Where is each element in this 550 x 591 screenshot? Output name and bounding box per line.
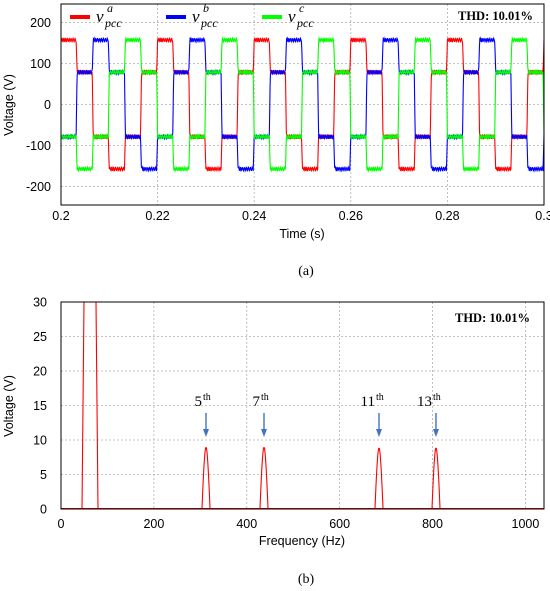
y-tick-label: 0 [40,503,47,517]
x-tick-labels: 0.2 0.22 0.24 0.26 0.28 0.3 [52,209,550,223]
harmonic-arrow-head [433,429,439,437]
harmonic-peak-5 [201,447,211,509]
harmonic-label-superscript: th [376,392,384,403]
y-tick-label: 10 [33,434,47,448]
y-axis-label: Voltage (V) [2,375,16,437]
legend-subscript: pcc [296,16,314,30]
plot-frame [60,3,545,206]
harmonic-peak-13 [431,447,441,509]
legend-superscript: a [107,1,113,15]
x-axis-label: Time (s) [279,227,324,241]
legend-label-b: v [192,7,200,26]
panel-caption: (a) [298,264,314,279]
series-group [60,36,545,173]
harmonic-label-superscript: th [203,392,211,403]
legend-swatch-c [262,15,282,19]
series-line-a [60,37,545,172]
y-tick-label: 200 [30,16,51,30]
harmonic-label-5: 5 [195,394,203,410]
harmonic-label-superscript: th [433,392,441,403]
harmonic-arrow-head [376,429,382,437]
y-tick-label: 15 [33,399,47,413]
legend-subscript: pcc [104,16,122,30]
x-tick-labels: 0 200 400 600 800 1000 [58,517,540,531]
harmonic-label-11: 11 [361,394,375,410]
legend-superscript: c [299,1,305,15]
x-tick-label: 0.28 [435,209,459,223]
x-tick-label: 200 [143,517,164,531]
y-tick-label: 0 [44,98,51,112]
series-line-c [60,36,545,173]
y-tick-labels: -200 -100 0 100 200 [26,16,51,194]
x-tick-label: 800 [422,517,443,531]
legend-swatch-a [70,15,90,19]
y-tick-label: 20 [33,365,47,379]
y-tick-label: -200 [26,180,51,194]
x-tick-label: 0.3 [535,209,550,223]
y-tick-labels: 0 5 10 15 20 25 30 [33,296,47,517]
x-tick-label: 0.22 [145,209,169,223]
harmonic-peak-7 [259,447,269,509]
x-tick-label: 1000 [512,517,540,531]
series-line-b [60,36,545,173]
fundamental-peak [81,301,99,509]
legend-swatch-b [166,15,186,19]
legend-subscript: pcc [200,16,218,30]
harmonic-label-13: 13 [417,394,432,410]
x-tick-label: 0 [58,517,65,531]
panel-caption: (b) [298,572,315,587]
harmonic-peak-11 [374,447,384,509]
y-axis-label: Voltage (V) [2,74,16,136]
x-tick-label: 0.24 [242,209,266,223]
legend-label-a: v [96,7,104,26]
harmonic-arrow-head [203,429,209,437]
legend-label-c: v [288,7,296,26]
harmonic-label-7: 7 [253,394,261,410]
plot-frame [60,301,545,510]
y-tick-label: 100 [30,57,51,71]
x-tick-label: 0.26 [339,209,363,223]
y-tick-label: -100 [26,139,51,153]
y-tick-label: 5 [40,468,47,482]
x-axis-label: Frequency (Hz) [259,534,345,548]
y-tick-label: 30 [33,296,47,310]
legend-superscript: b [203,1,209,15]
harmonic-arrow-head [261,429,267,437]
x-tick-label: 400 [236,517,257,531]
harmonic-label-superscript: th [261,392,269,403]
y-tick-label: 25 [33,330,47,344]
thd-annotation: THD: 10.01% [455,311,530,325]
grid-lines [60,301,544,510]
time-domain-chart: -200 -100 0 100 200 0.2 0.22 0.24 0.26 0.28 0.3 T… [2,1,550,279]
thd-annotation: THD: 10.01% [458,9,533,23]
x-tick-label: 0.2 [52,209,69,223]
x-tick-label: 600 [329,517,350,531]
